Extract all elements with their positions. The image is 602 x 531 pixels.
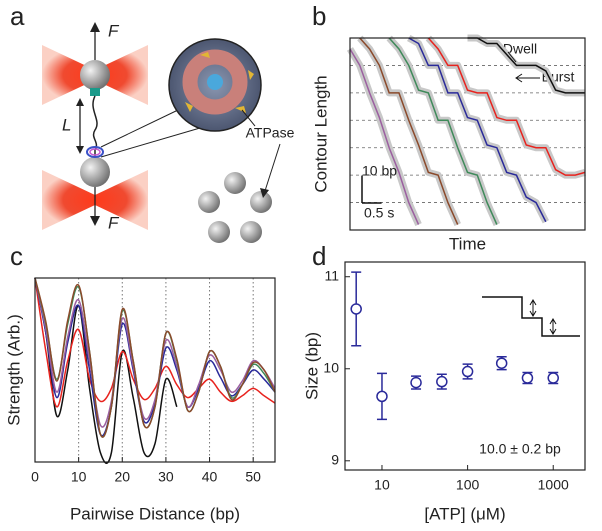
x-axis-label: [ATP] (μM) <box>424 504 505 523</box>
dna-tether <box>92 95 98 158</box>
point <box>436 375 448 388</box>
trace <box>467 37 585 94</box>
panel-label: c <box>10 241 23 271</box>
point <box>495 357 508 369</box>
point <box>350 303 362 315</box>
arrow-head <box>90 216 100 226</box>
force-label: F <box>108 21 120 40</box>
trace <box>408 37 547 223</box>
trace <box>388 37 498 225</box>
trace <box>34 277 178 464</box>
pointer <box>515 73 540 83</box>
motor-ring <box>182 49 248 115</box>
point <box>376 390 388 403</box>
motor <box>89 148 101 156</box>
y-axis-label: Strength (Arb.) <box>4 314 23 426</box>
trace <box>359 37 459 225</box>
x-tick-label: 10 <box>71 469 87 485</box>
linker <box>90 88 100 96</box>
trap-diagram: F F L ATPase <box>42 21 295 243</box>
bead <box>80 157 110 187</box>
pointer <box>241 109 256 127</box>
atpase-label: ATPase <box>246 125 295 141</box>
x-tick-label: 30 <box>158 469 174 485</box>
trace <box>34 277 276 428</box>
x-tick-label: 40 <box>202 469 218 485</box>
dna <box>207 74 223 90</box>
panel-label: a <box>10 1 25 31</box>
x-axis-label: Time <box>449 234 486 253</box>
x-axis-label: Pairwise Distance (bp) <box>70 504 240 523</box>
trace <box>34 277 276 408</box>
plot-frame <box>344 261 586 471</box>
zoom-line <box>100 127 201 158</box>
y-axis-label: Size (bp) <box>302 332 321 400</box>
x-tick-label: 1000 <box>538 477 569 493</box>
scale-label: 0.5 s <box>364 205 394 221</box>
point <box>547 372 559 384</box>
point <box>521 372 534 384</box>
zoom-line <box>100 109 179 148</box>
panel-label: b <box>312 1 326 31</box>
scale-label: 10 bp <box>362 162 397 178</box>
arrow-head <box>90 22 100 32</box>
x-tick-label: 10 <box>374 477 390 493</box>
point <box>461 365 474 378</box>
pointer <box>263 143 281 195</box>
trace <box>34 277 276 438</box>
y-axis-label: Contour Length <box>311 75 330 192</box>
trace <box>349 48 420 225</box>
x-tick-label: 20 <box>114 469 130 485</box>
x-tick-label: 100 <box>456 477 480 493</box>
x-tick-label: 0 <box>31 469 39 485</box>
inset-staircase <box>482 296 580 337</box>
subunit <box>185 52 254 113</box>
point <box>410 376 422 389</box>
y-tick-label: 9 <box>331 451 339 467</box>
length-label: L <box>62 115 71 134</box>
force-label: F <box>108 213 120 232</box>
plot-frame <box>34 277 276 463</box>
annotation: Dwell <box>503 41 537 57</box>
pentamer <box>198 172 272 243</box>
trace <box>427 37 586 176</box>
arrow-head <box>260 188 269 198</box>
bead <box>80 60 110 90</box>
y-tick-label: 11 <box>324 267 339 283</box>
panel-label: d <box>312 241 326 271</box>
annotation: 10.0 ± 0.2 bp <box>479 441 561 457</box>
y-tick-label: 10 <box>323 359 339 375</box>
x-tick-label: 50 <box>245 469 261 485</box>
trace <box>34 277 276 437</box>
plot-frame <box>349 37 586 231</box>
pointer <box>507 51 517 63</box>
motor <box>86 146 104 158</box>
